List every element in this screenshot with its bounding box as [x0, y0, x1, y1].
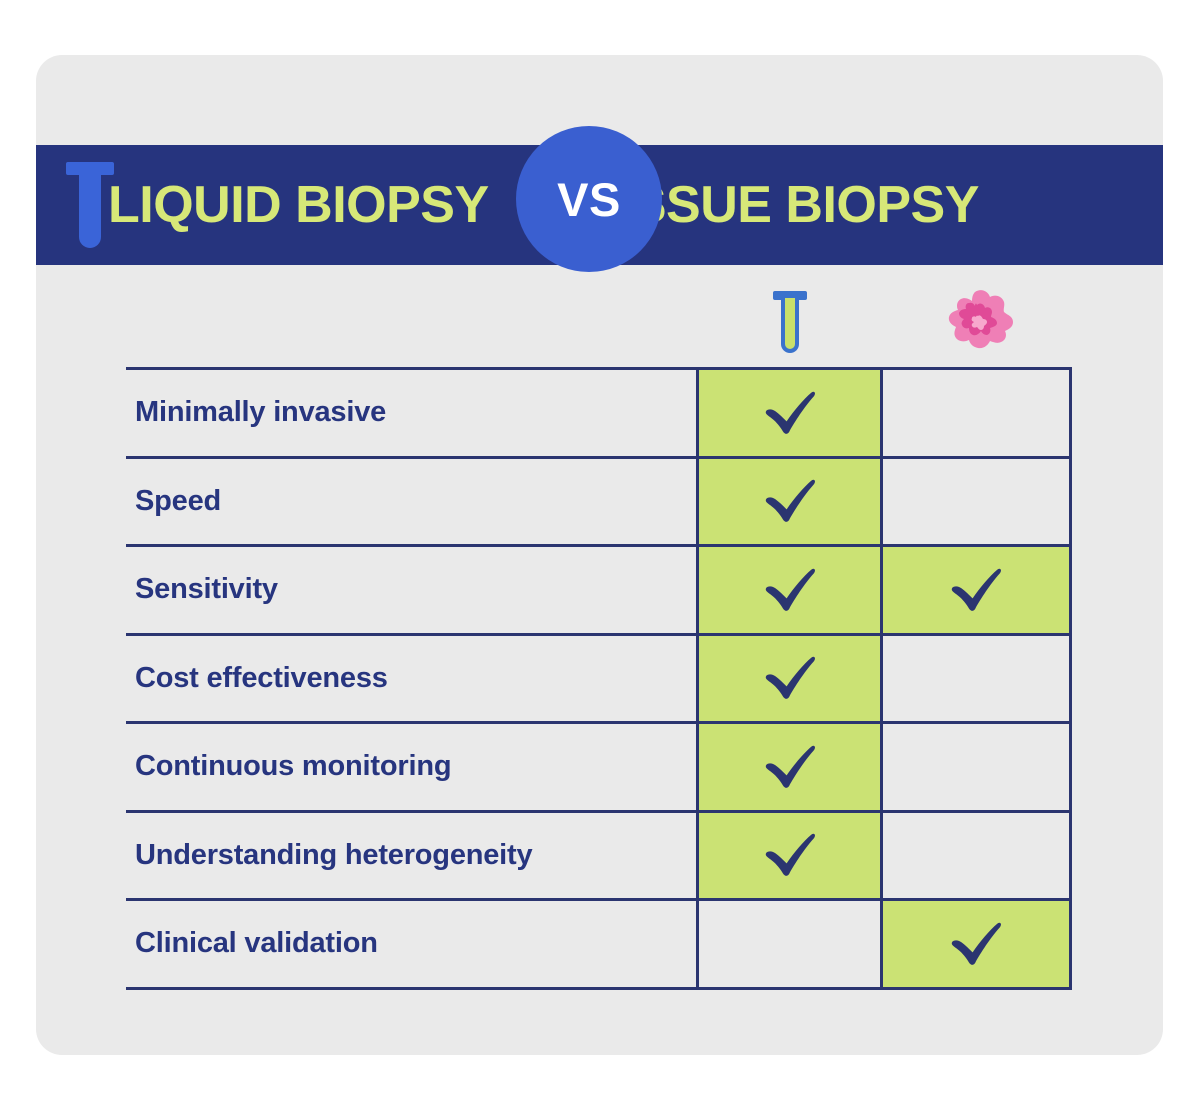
table-row: Understanding heterogeneity: [126, 809, 1072, 898]
checkmark-icon: [765, 834, 815, 877]
checkmark-icon: [765, 568, 815, 611]
vs-label: VS: [557, 172, 621, 226]
test-tube-icon: [66, 162, 114, 248]
liquid-cell: [696, 812, 883, 898]
row-label: Cost effectiveness: [135, 661, 388, 694]
tissue-cell: [883, 635, 1072, 721]
checkmark-icon: [765, 657, 815, 700]
tissue-cell: [883, 724, 1072, 810]
test-tube-icon: [772, 290, 807, 353]
row-label: Speed: [135, 484, 222, 517]
checkmark-icon: [951, 922, 1001, 965]
table-row: Speed: [126, 455, 1072, 544]
table-row: Clinical validation: [126, 898, 1072, 990]
checkmark-icon: [765, 745, 815, 788]
tissue-cell: [883, 370, 1072, 456]
liquid-biopsy-title-group: LIQUID BIOPSY: [36, 145, 489, 265]
liquid-cell: [696, 370, 883, 456]
tissue-cell-icon: [948, 289, 1013, 348]
checkmark-icon: [951, 568, 1001, 611]
infographic-card: LIQUID BIOPSY TISSUE BIOPSY VS: [36, 55, 1163, 1055]
liquid-cell: [696, 901, 883, 987]
table-row: Sensitivity: [126, 544, 1072, 633]
tissue-cell: [883, 547, 1072, 633]
liquid-biopsy-title: LIQUID BIOPSY: [108, 176, 489, 234]
table-row: Cost effectiveness: [126, 632, 1072, 721]
row-label: Continuous monitoring: [135, 750, 452, 783]
row-label: Minimally invasive: [135, 396, 387, 429]
tissue-cell: [883, 901, 1072, 987]
liquid-cell: [696, 635, 883, 721]
liquid-column-header: [696, 279, 883, 364]
liquid-cell: [696, 458, 883, 544]
vs-badge: VS: [516, 126, 662, 272]
table-row: Minimally invasive: [126, 367, 1072, 456]
row-label: Understanding heterogeneity: [135, 838, 533, 871]
tissue-column-header: [883, 279, 1072, 364]
checkmark-icon: [765, 480, 815, 523]
tissue-cell: [883, 812, 1072, 898]
table-row: Continuous monitoring: [126, 721, 1072, 810]
row-label: Clinical validation: [135, 927, 378, 960]
row-label: Sensitivity: [135, 573, 278, 606]
checkmark-icon: [765, 391, 815, 434]
liquid-cell: [696, 547, 883, 633]
column-header-icons: [36, 279, 1163, 364]
tissue-cell: [883, 458, 1072, 544]
comparison-table: Minimally invasive Speed Sensitivity Cos…: [126, 367, 1072, 990]
liquid-cell: [696, 724, 883, 810]
